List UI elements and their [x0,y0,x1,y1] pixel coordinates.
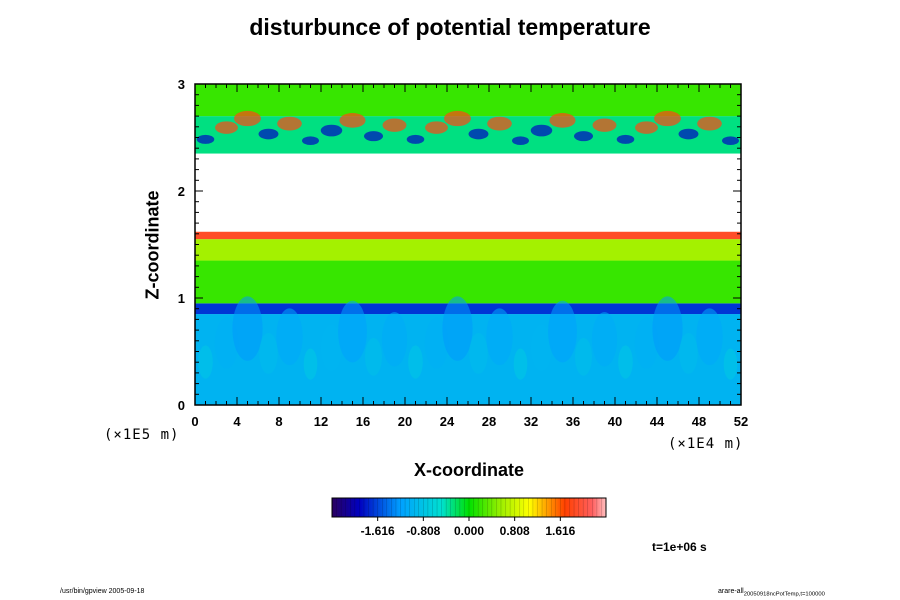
heatmap-wave [406,134,425,144]
x-tick-label: 0 [191,414,198,429]
plot-area [195,84,741,405]
y-tick-label: 0 [178,398,185,413]
heatmap-wave [487,116,512,131]
y-tick-label: 2 [178,184,185,199]
heatmap-wave [425,121,448,134]
footer-right-sub: 20050918ncPotTemp,t=100000 [743,591,825,598]
heatmap-eddy [679,332,698,375]
heatmap-wave [549,113,576,128]
heatmap-eddy [513,348,528,380]
colorbar-tick-label: -1.616 [361,524,395,538]
heatmap-eddy [652,296,683,361]
heatmap-eddy [276,308,303,366]
x-tick-label: 28 [482,414,496,429]
x-tick-label: 4 [233,414,241,429]
heatmap-wave [302,136,319,146]
heatmap-eddy [575,337,592,376]
heatmap-wave [512,136,529,146]
heatmap-eddy [469,332,488,375]
heatmap-wave [339,113,366,128]
heatmap-eddy [214,317,239,369]
heatmap-eddy [634,317,659,369]
heatmap-wave [468,128,489,140]
x-tick-label: 36 [566,414,580,429]
heatmap-wave [215,121,238,134]
heatmap-wave [654,110,681,127]
heatmap-wave [722,136,739,146]
colorbar-tick-label: -0.808 [406,524,440,538]
heatmap-eddy [408,345,423,379]
heatmap-wave [277,116,302,131]
heatmap-wave [697,116,722,131]
footer-right-main: arare-all [718,588,744,595]
heatmap-wave [678,128,699,140]
heatmap-wave [616,134,635,144]
heatmap-eddy [259,332,278,375]
heatmap-eddy [424,317,449,369]
heatmap-eddy [320,324,343,372]
colorbar: -1.616 -0.808 0.000 0.808 1.616 [331,497,607,538]
x-tick-label: 52 [734,414,748,429]
x-tick-label: 20 [398,414,412,429]
heatmap-wave [592,118,617,132]
colorbar-tick-label: 0.808 [500,524,530,538]
heatmap-wave [382,118,407,132]
heatmap-wave [364,131,383,142]
y-axis-unit: (×1E5 m) [104,427,180,443]
heatmap-eddy [442,296,473,361]
colorbar-tick-label: 1.616 [545,524,575,538]
y-tick-label: 3 [178,77,185,92]
heatmap-eddy [365,337,382,376]
x-axis-unit: (×1E4 m) [668,436,744,452]
x-axis-label: X-coordinate [413,460,524,480]
heatmap-band [195,260,741,304]
heatmap-band [195,84,741,117]
heatmap-eddy [696,308,723,366]
x-tick-label: 12 [314,414,328,429]
x-tick-label: 44 [650,414,665,429]
heatmap-eddy [591,312,618,367]
heatmap-band [195,239,741,261]
x-tick-label: 40 [608,414,622,429]
heatmap-eddy [232,296,263,361]
time-stamp: t=1e+06 s [652,540,707,554]
heatmap-wave [635,121,658,134]
heatmap-wave [574,131,593,142]
heatmap-eddy [303,348,318,380]
x-tick-label: 32 [524,414,538,429]
heatmap-wave [258,128,279,140]
heatmap-eddy [530,324,553,372]
heatmap-band [195,231,741,240]
heatmap-band [195,153,741,232]
x-tick-label: 16 [356,414,370,429]
y-tick-label: 1 [178,291,185,306]
heatmap-eddy [381,312,408,367]
heatmap-eddy [486,308,513,366]
footer-right: arare-all20050918ncPotTemp,t=100000 [718,588,825,597]
chart-title: disturbunce of potential temperature [249,14,651,40]
heatmap-wave [196,134,215,144]
heatmap-wave [320,124,343,137]
heatmap-eddy [618,345,633,379]
x-tick-label: 48 [692,414,706,429]
heatmap-eddy [548,300,577,363]
footer-left: /usr/bin/gpview 2005-09-18 [60,588,145,595]
heatmap-eddy [198,345,213,379]
heatmap-eddy [723,348,738,380]
colorbar-tick-label: 0.000 [454,524,484,538]
heatmap-wave [444,110,471,127]
x-tick-label: 8 [275,414,282,429]
heatmap-wave [234,110,261,127]
x-tick-label: 24 [440,414,455,429]
heatmap-wave [530,124,553,137]
heatmap-eddy [338,300,367,363]
